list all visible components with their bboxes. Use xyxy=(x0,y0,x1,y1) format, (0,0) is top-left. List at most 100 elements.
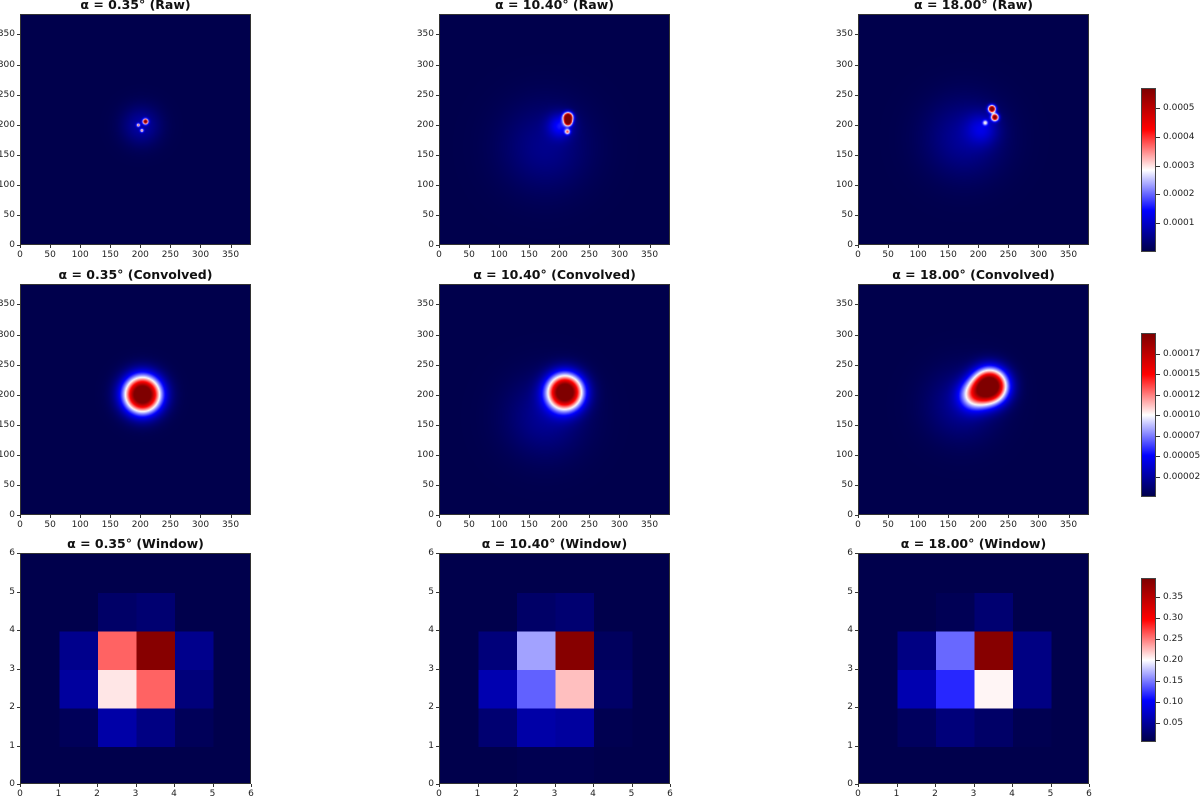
heatmap-cell xyxy=(974,631,1014,670)
x-tick-label: 200 xyxy=(131,520,149,530)
panel-title: α = 10.40° (Raw) xyxy=(495,0,614,12)
heatmap-cell xyxy=(517,708,556,747)
x-tick-mark xyxy=(918,515,920,518)
heatmap-panel: α = 18.00° (Raw) 0 50 100 150 200 250 300 350 0 50… xyxy=(836,0,1089,260)
y-tick-label: 300 xyxy=(416,329,434,340)
y-tick-mark xyxy=(855,64,858,66)
y-tick-label: 350 xyxy=(835,29,853,40)
heatmap-cell xyxy=(859,554,898,593)
heatmap-cell xyxy=(136,554,176,593)
y-tick-label: 300 xyxy=(835,329,853,340)
x-tick-mark xyxy=(948,245,950,248)
y-tick-label: 6 xyxy=(428,548,434,558)
y-tick-mark xyxy=(17,668,20,670)
heatmap-cell xyxy=(175,554,214,593)
x-tick-mark xyxy=(439,245,440,248)
y-tick-mark xyxy=(436,214,439,216)
heatmap-cell xyxy=(98,554,137,593)
x-tick-label: 300 xyxy=(1029,250,1048,260)
y-tick-mark xyxy=(17,245,20,246)
y-tick-mark xyxy=(436,424,439,426)
x-tick-label: 50 xyxy=(44,520,56,530)
y-tick-label: 0 xyxy=(428,510,434,520)
y-tick-mark xyxy=(855,591,858,593)
y-tick-label: 250 xyxy=(416,359,434,370)
x-tick-label: 100 xyxy=(909,250,927,260)
y-tick-label: 0 xyxy=(428,240,434,250)
x-tick-mark xyxy=(529,245,531,248)
y-tick-label: 0 xyxy=(428,779,434,789)
heatmap-cell xyxy=(1013,708,1052,747)
y-tick-label: 350 xyxy=(0,299,15,310)
heatmap-cell xyxy=(59,708,99,747)
x-tick-mark xyxy=(896,784,898,787)
colorbar-tick-mark xyxy=(1156,597,1160,599)
y-tick-mark xyxy=(17,64,20,66)
heatmap-image xyxy=(21,285,250,514)
y-tick-mark xyxy=(17,364,20,366)
heatmap-panel: α = 10.40° (Raw) 0 50 100 150 200 250 300 350 0 50… xyxy=(417,0,670,260)
y-tick-label: 50 xyxy=(841,209,853,220)
y-tick-mark xyxy=(855,515,858,516)
plot-area xyxy=(858,553,1089,784)
heatmap-cell xyxy=(21,669,60,709)
heatmap-cell xyxy=(555,708,595,747)
y-tick-mark xyxy=(855,184,858,186)
x-tick-mark xyxy=(251,784,252,787)
x-tick-label: 2 xyxy=(513,789,519,799)
x-tick-label: 200 xyxy=(969,250,987,260)
y-tick-mark xyxy=(17,784,20,785)
colorbar-tick-mark xyxy=(1156,456,1160,457)
heatmap-cell xyxy=(594,746,633,783)
y-tick-label: 0 xyxy=(847,779,853,789)
x-tick-label: 100 xyxy=(71,250,89,260)
plot-area xyxy=(858,14,1089,245)
colorbar-tick-mark xyxy=(1156,165,1160,167)
heatmap-cell xyxy=(974,708,1014,747)
x-tick-label: 250 xyxy=(161,250,179,260)
y-tick-label: 2 xyxy=(428,702,434,712)
x-tick-mark xyxy=(20,784,21,787)
y-tick-label: 200 xyxy=(835,389,853,400)
y-tick-label: 250 xyxy=(835,359,853,370)
y-tick-label: 150 xyxy=(835,419,853,430)
x-tick-label: 3 xyxy=(551,789,558,799)
heatmap-cell xyxy=(974,746,1014,783)
y-tick-mark xyxy=(17,707,20,708)
heatmap-cell xyxy=(632,746,669,783)
heatmap-cell xyxy=(859,631,898,670)
panel-title: α = 0.35° (Raw) xyxy=(80,0,191,12)
y-tick-mark xyxy=(436,94,439,96)
plot-area xyxy=(439,14,670,245)
y-tick-label: 50 xyxy=(841,479,853,490)
plot-area xyxy=(439,284,670,515)
y-tick-label: 100 xyxy=(416,449,434,460)
y-tick-label: 4 xyxy=(9,625,15,635)
y-tick-label: 100 xyxy=(835,449,853,460)
heatmap-cell xyxy=(1013,746,1052,783)
y-tick-label: 150 xyxy=(0,149,15,160)
x-tick-mark xyxy=(499,245,501,248)
x-tick-mark xyxy=(1012,784,1013,787)
x-tick-label: 0 xyxy=(436,789,442,799)
x-tick-label: 6 xyxy=(667,789,673,799)
y-tick-label: 350 xyxy=(835,299,853,310)
x-tick-mark xyxy=(140,515,142,518)
heatmap-cell xyxy=(21,554,60,593)
heatmap-cell xyxy=(936,669,975,709)
y-tick-mark xyxy=(17,553,20,554)
colorbar-tick-mark xyxy=(1156,723,1160,725)
heatmap-panel: α = 0.35° (Raw) 0 50 100 150 200 250 300 350 0 50 1… xyxy=(0,0,251,260)
heatmap-cell xyxy=(594,554,633,593)
panel-title: α = 18.00° (Window) xyxy=(900,536,1047,551)
panel-title: α = 0.35° (Window) xyxy=(67,536,204,551)
heatmap-cell xyxy=(59,746,99,783)
x-tick-label: 0 xyxy=(855,250,861,260)
y-tick-label: 300 xyxy=(416,59,434,70)
colorbar-tick-label: 0.15 xyxy=(1163,676,1184,687)
heatmap-cell xyxy=(936,708,975,747)
y-tick-mark xyxy=(855,424,858,426)
x-tick-mark xyxy=(1038,245,1040,248)
